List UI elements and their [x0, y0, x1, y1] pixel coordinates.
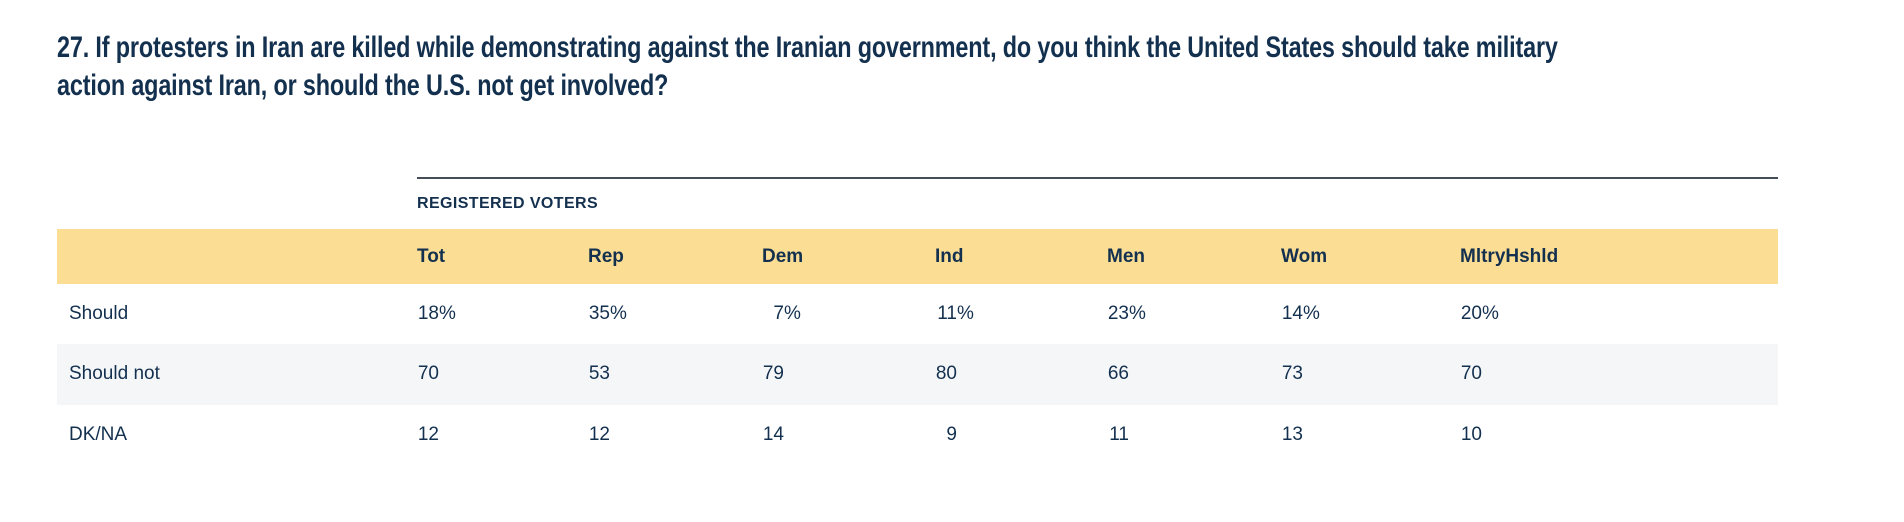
column-header-men: Men — [1107, 246, 1145, 267]
cell-value: 12 — [588, 424, 610, 445]
registered-voters-rule — [417, 177, 1778, 179]
row-label-should-not: Should not — [69, 363, 160, 384]
table-cell: 66 — [1107, 344, 1129, 405]
cell-value: 14 — [1281, 303, 1303, 324]
row-label-dk-na: DK/NA — [69, 424, 128, 445]
column-header-rep: Rep — [588, 246, 624, 267]
cell-value: 70 — [1460, 363, 1482, 384]
cell-value: 79 — [762, 363, 784, 384]
cell-value: 35 — [588, 303, 610, 324]
percent-sign: % — [1303, 303, 1320, 324]
cell-value: 14 — [762, 424, 784, 445]
table-header-row: Tot Rep Dem Ind Men Wom MltryHshld — [57, 229, 1778, 284]
table-cell: 80 — [935, 344, 957, 405]
table-row-should-not: Should not 70 53 79 80 66 73 70 — [57, 344, 1778, 405]
cell-value: 10 — [1460, 424, 1482, 445]
column-header-tot: Tot — [417, 246, 446, 267]
cell-value: 11 — [1109, 424, 1129, 445]
column-header-wom: Wom — [1281, 246, 1328, 267]
percent-sign: % — [957, 303, 974, 324]
row-label-should: Should — [69, 303, 129, 324]
cell-value: 18 — [417, 303, 439, 324]
table-cell: 18% — [417, 284, 456, 344]
table-cell: 11 — [1107, 405, 1129, 465]
column-header-mltryhshld: MltryHshld — [1460, 246, 1559, 267]
cell-value: 80 — [935, 363, 957, 384]
cell-value: 23 — [1107, 303, 1129, 324]
question-line-2: action against Iran, or should the U.S. … — [57, 69, 669, 102]
table-cell: 12 — [588, 405, 610, 465]
table-cell: 14 — [762, 405, 784, 465]
percent-sign: % — [439, 303, 456, 324]
cell-value: 12 — [417, 424, 439, 445]
cell-value: 53 — [588, 363, 610, 384]
table-cell: 10 — [1460, 405, 1482, 465]
percent-sign: % — [1129, 303, 1146, 324]
table-cell: 20% — [1460, 284, 1499, 344]
cell-value: 73 — [1281, 363, 1303, 384]
cell-value: 13 — [1281, 424, 1303, 445]
table-cell: 11% — [935, 284, 974, 344]
cell-value: 70 — [417, 363, 439, 384]
table-cell: 13 — [1281, 405, 1303, 465]
cell-value: 11 — [937, 303, 957, 324]
table-row-should: Should 18% 35% 7% 11% 23% 14% 20% — [57, 284, 1778, 344]
table-cell: 7% — [762, 284, 801, 344]
table-cell: 53 — [588, 344, 610, 405]
table-cell: 9 — [935, 405, 957, 465]
question-title: 27. If protesters in Iran are killed whi… — [57, 29, 1904, 105]
table-cell: 79 — [762, 344, 784, 405]
question-line-1: 27. If protesters in Iran are killed whi… — [57, 31, 1558, 64]
cell-value: 7 — [773, 303, 784, 324]
column-header-dem: Dem — [762, 246, 804, 267]
cell-value: 20 — [1460, 303, 1482, 324]
table-cell: 23% — [1107, 284, 1146, 344]
table-cell: 70 — [417, 344, 439, 405]
table-cell: 14% — [1281, 284, 1320, 344]
table-cell: 35% — [588, 284, 627, 344]
cell-value: 9 — [946, 424, 957, 445]
percent-sign: % — [784, 303, 801, 324]
table-row-dk-na: DK/NA 12 12 14 9 11 13 10 — [57, 405, 1778, 465]
table-cell: 73 — [1281, 344, 1303, 405]
column-header-ind: Ind — [935, 246, 964, 267]
percent-sign: % — [1482, 303, 1499, 324]
cell-value: 66 — [1107, 363, 1129, 384]
percent-sign: % — [610, 303, 627, 324]
registered-voters-label: REGISTERED VOTERS — [417, 195, 599, 212]
table-cell: 12 — [417, 405, 439, 465]
table-cell: 70 — [1460, 344, 1482, 405]
